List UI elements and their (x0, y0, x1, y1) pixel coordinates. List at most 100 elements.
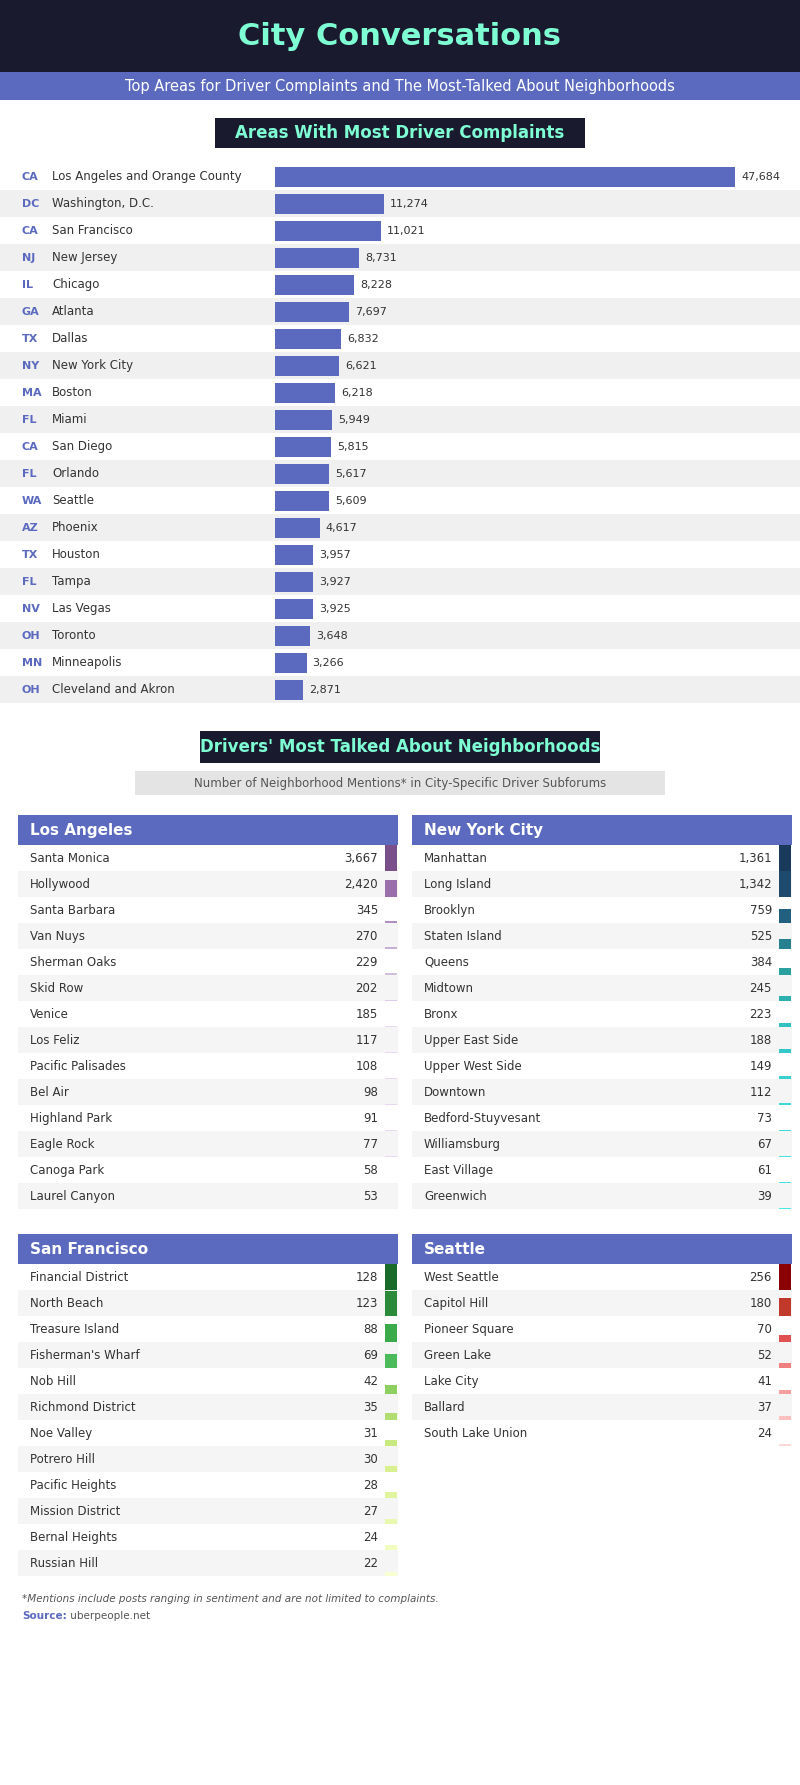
Text: 53: 53 (363, 1189, 378, 1203)
Text: 525: 525 (750, 930, 772, 942)
Text: Toronto: Toronto (52, 628, 96, 643)
Bar (275, 328, 341, 348)
Bar (385, 1546, 397, 1549)
Bar (412, 816, 792, 844)
Bar (18, 1183, 398, 1208)
Text: Williamsburg: Williamsburg (424, 1137, 501, 1151)
Bar (779, 939, 791, 950)
Text: FL: FL (22, 468, 37, 478)
Text: 24: 24 (757, 1426, 772, 1439)
Bar (275, 382, 335, 402)
Bar (18, 1367, 398, 1394)
Bar (135, 771, 665, 794)
Text: Washington, D.C.: Washington, D.C. (52, 196, 154, 211)
Bar (779, 1076, 791, 1078)
Text: Seattle: Seattle (424, 1242, 486, 1257)
Text: 88: 88 (363, 1323, 378, 1335)
Bar (18, 1342, 398, 1367)
Text: 98: 98 (363, 1085, 378, 1098)
Text: Atlanta: Atlanta (52, 305, 94, 318)
Text: 52: 52 (757, 1348, 772, 1362)
Text: New Jersey: New Jersey (52, 252, 118, 264)
Text: Fisherman's Wharf: Fisherman's Wharf (30, 1348, 140, 1362)
Text: Dallas: Dallas (52, 332, 89, 345)
Text: CA: CA (22, 225, 38, 236)
Text: Las Vegas: Las Vegas (52, 602, 111, 616)
Bar (275, 437, 331, 457)
Bar (779, 1264, 791, 1291)
Bar (0, 461, 800, 487)
Bar (412, 1078, 792, 1105)
Text: 5,815: 5,815 (337, 441, 369, 452)
Text: Treasure Island: Treasure Island (30, 1323, 119, 1335)
Text: Cleveland and Akron: Cleveland and Akron (52, 684, 174, 696)
Text: Mission District: Mission District (30, 1505, 120, 1517)
Text: 123: 123 (356, 1296, 378, 1310)
Text: CA: CA (22, 441, 38, 452)
Bar (412, 1132, 792, 1157)
Bar (412, 898, 792, 923)
Bar (18, 1132, 398, 1157)
Text: NV: NV (22, 603, 40, 614)
Bar (275, 491, 329, 511)
Text: San Diego: San Diego (52, 439, 112, 453)
Text: 149: 149 (750, 1060, 772, 1073)
Bar (275, 221, 382, 241)
Bar (385, 1440, 397, 1446)
Bar (412, 1394, 792, 1421)
Text: Laurel Canyon: Laurel Canyon (30, 1189, 115, 1203)
Text: 69: 69 (363, 1348, 378, 1362)
Text: Miami: Miami (52, 412, 88, 427)
Text: Bedford-Stuyvesant: Bedford-Stuyvesant (424, 1112, 542, 1125)
Bar (18, 1291, 398, 1316)
Text: Russian Hill: Russian Hill (30, 1557, 98, 1569)
Bar (275, 518, 319, 537)
Bar (412, 1291, 792, 1316)
Text: NJ: NJ (22, 252, 35, 262)
Text: GA: GA (22, 307, 40, 316)
Text: Greenwich: Greenwich (424, 1189, 486, 1203)
Text: Houston: Houston (52, 548, 101, 560)
Text: 5,617: 5,617 (335, 468, 367, 478)
Text: Queens: Queens (424, 955, 469, 969)
Text: Number of Neighborhood Mentions* in City-Specific Driver Subforums: Number of Neighborhood Mentions* in City… (194, 776, 606, 789)
Bar (200, 732, 600, 762)
Text: Lake City: Lake City (424, 1374, 478, 1387)
Text: IL: IL (22, 280, 33, 289)
Bar (275, 355, 339, 375)
Text: AZ: AZ (22, 523, 38, 532)
Text: Orlando: Orlando (52, 468, 99, 480)
Bar (275, 598, 313, 618)
Bar (18, 816, 398, 844)
Bar (275, 302, 350, 321)
Bar (275, 680, 302, 700)
Text: 3,667: 3,667 (344, 851, 378, 864)
Bar (18, 871, 398, 898)
Bar (412, 923, 792, 950)
Text: Skid Row: Skid Row (30, 982, 83, 994)
Text: Source:: Source: (22, 1612, 66, 1621)
Text: 3,927: 3,927 (319, 577, 350, 587)
Bar (0, 298, 800, 325)
Bar (385, 1519, 397, 1524)
Text: Downtown: Downtown (424, 1085, 486, 1098)
Text: East Village: East Village (424, 1164, 493, 1176)
Bar (779, 1335, 791, 1342)
Text: Tampa: Tampa (52, 575, 90, 587)
Text: 270: 270 (356, 930, 378, 942)
Text: New York City: New York City (52, 359, 133, 371)
Text: Bernal Heights: Bernal Heights (30, 1530, 118, 1544)
Bar (0, 621, 800, 650)
Text: San Francisco: San Francisco (52, 223, 133, 237)
Bar (412, 1026, 792, 1053)
Bar (0, 271, 800, 298)
Text: 223: 223 (750, 1007, 772, 1021)
Text: 384: 384 (750, 955, 772, 969)
Bar (412, 1367, 792, 1394)
Bar (0, 189, 800, 218)
Bar (0, 594, 800, 621)
Bar (779, 1362, 791, 1367)
Text: Pioneer Square: Pioneer Square (424, 1323, 514, 1335)
Bar (779, 996, 791, 1001)
Bar (385, 1355, 397, 1367)
